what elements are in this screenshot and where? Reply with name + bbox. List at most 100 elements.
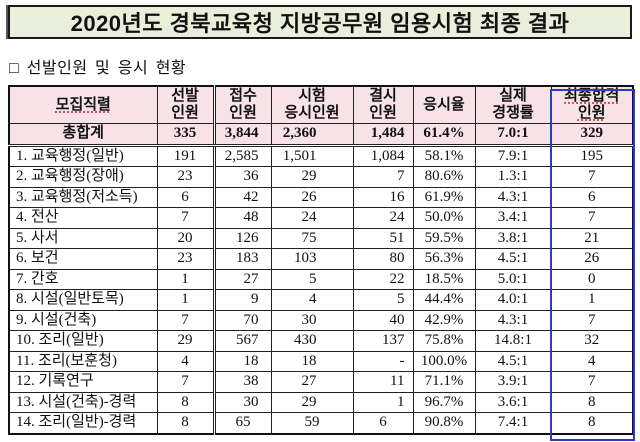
cell: 18.5%	[412, 268, 476, 290]
cell: 75.8%	[412, 330, 476, 352]
table-row: 11. 조리(보훈청) 4 18 18-100.0% 4.5:1 4	[8, 350, 634, 372]
cell: 96.7%	[412, 391, 476, 413]
cell: 430	[270, 330, 354, 352]
cell: 75	[270, 227, 354, 249]
cell: 4.3:1	[474, 186, 552, 208]
cell: 4	[156, 350, 215, 372]
cell: 29	[270, 391, 354, 413]
table-body: 총합계 335 3,844 2,360 1,484 61.4% 7.0:1 329 1. 교육행…	[8, 123, 634, 434]
col-final-line1: 최종합격	[564, 88, 620, 104]
cell: 2,360	[270, 123, 354, 147]
cell: 24	[270, 207, 354, 229]
row-label: 9. 시설(건축)	[8, 309, 158, 331]
cell: 40	[352, 309, 414, 331]
table-row: 10. 조리(일반) 29 567 430 137 75.8% 14.8:1 32	[8, 330, 634, 352]
cell: 7	[156, 371, 215, 393]
row-label: 4. 전산	[8, 207, 158, 229]
col-competition-line2: 경쟁률	[492, 105, 534, 121]
cell: 5	[352, 289, 414, 311]
header-row: 모집직렬 선발 인원 접수 인원 시험 응시인원 결시 인원	[8, 85, 634, 124]
row-label: 10. 조리(일반)	[8, 330, 158, 352]
col-applied: 접수 인원	[212, 85, 272, 124]
cell: 8	[156, 412, 215, 434]
cell: 9	[212, 289, 272, 311]
cell: 3.8:1	[474, 227, 552, 249]
row-label: 8. 시설(일반토목)	[8, 289, 158, 311]
cell: 42.9%	[412, 309, 476, 331]
cell: 567	[212, 330, 272, 352]
col-absent-line2: 인원	[369, 105, 397, 121]
cell: 6	[550, 186, 634, 208]
row-label: 5. 사서	[8, 227, 158, 249]
cell: 7.4:1	[474, 412, 552, 434]
cell: 32	[550, 330, 634, 352]
cell: 56.3%	[412, 248, 476, 270]
cell: 4.0:1	[474, 289, 552, 311]
col-rate-label: 응시율	[423, 96, 465, 113]
cell: 1	[352, 391, 414, 413]
row-label: 6. 보건	[8, 248, 158, 270]
row-label: 총합계	[8, 123, 158, 147]
col-category: 모집직렬	[8, 85, 158, 124]
cell: 4	[550, 350, 634, 372]
cell: 29	[156, 330, 215, 352]
row-label: 7. 간호	[8, 268, 158, 290]
cell: 7.0:1	[474, 123, 552, 147]
cell: 103	[270, 248, 354, 270]
cell: 51	[352, 227, 414, 249]
cell: 7.9:1	[474, 144, 552, 167]
cell: 30	[212, 391, 272, 413]
cell: -	[352, 350, 414, 372]
cell: 80	[352, 248, 414, 270]
table-header: 모집직렬 선발 인원 접수 인원 시험 응시인원 결시 인원	[8, 85, 634, 124]
results-table: 모집직렬 선발 인원 접수 인원 시험 응시인원 결시 인원	[8, 85, 634, 435]
col-applied-line1: 접수	[229, 88, 257, 104]
cell: 58.1%	[412, 144, 476, 167]
cell: 3,844	[212, 123, 272, 147]
cell: 59.5%	[412, 227, 476, 249]
cell: 1	[550, 289, 634, 311]
cell: 90.8%	[412, 412, 476, 434]
cell: 50.0%	[412, 207, 476, 229]
cell: 36	[212, 166, 272, 188]
cell: 1,484	[352, 123, 414, 147]
col-absent: 결시 인원	[352, 85, 414, 124]
cell: 1	[156, 289, 215, 311]
section-subtitle: □ 선발인원 및 응시 현황	[9, 60, 187, 77]
cell: 6	[352, 412, 414, 434]
col-competition: 실제 경쟁률	[474, 85, 552, 124]
cell: 3.4:1	[474, 207, 552, 229]
cell: 191	[156, 144, 215, 167]
cell: 70	[212, 309, 272, 331]
cell: 11	[352, 371, 414, 393]
cell: 26	[270, 186, 354, 208]
cell: 7	[156, 309, 215, 331]
cell: 2,585	[212, 144, 272, 167]
cell: 1,501	[270, 144, 354, 167]
table-row: 3. 교육행정(저소득) 6 42 26 16 61.9% 4.3:1 6	[8, 186, 634, 208]
title-banner: 2020년도 경북교육청 지방공무원 임용시험 최종 결과	[8, 5, 632, 39]
document-page: 2020년도 경북교육청 지방공무원 임용시험 최종 결과 □ 선발인원 및 응…	[0, 5, 640, 442]
col-competition-line1: 실제	[499, 88, 527, 104]
cell: 59	[270, 412, 354, 434]
col-selected-line1: 선발	[171, 88, 199, 104]
row-label: 1. 교육행정(일반)	[8, 144, 158, 167]
cell: 14.8:1	[474, 330, 552, 352]
cell: 195	[550, 144, 634, 167]
cell: 44.4%	[412, 289, 476, 311]
cell: 329	[550, 123, 634, 147]
cell: 5	[270, 268, 354, 290]
row-label: 2. 교육행정(장애)	[8, 166, 158, 188]
table-row: 2. 교육행정(장애) 23 36 29 7 80.6% 1.3:1 7	[8, 166, 634, 188]
col-taken-line2: 응시인원	[284, 105, 340, 121]
cell: 20	[156, 227, 215, 249]
col-rate: 응시율	[412, 85, 476, 124]
cell: 26	[550, 248, 634, 270]
table-row: 12. 기록연구 7 38 27 11 71.1% 3.9:1 7	[8, 371, 634, 393]
cell: 48	[212, 207, 272, 229]
cell: 29	[270, 166, 354, 188]
table-row: 14. 조리(일반)-경력 8 65 59 6 90.8% 7.4:1 8	[8, 412, 634, 434]
cell: 18	[212, 350, 272, 372]
cell: 4.3:1	[474, 309, 552, 331]
page-title: 2020년도 경북교육청 지방공무원 임용시험 최종 결과	[70, 11, 570, 36]
